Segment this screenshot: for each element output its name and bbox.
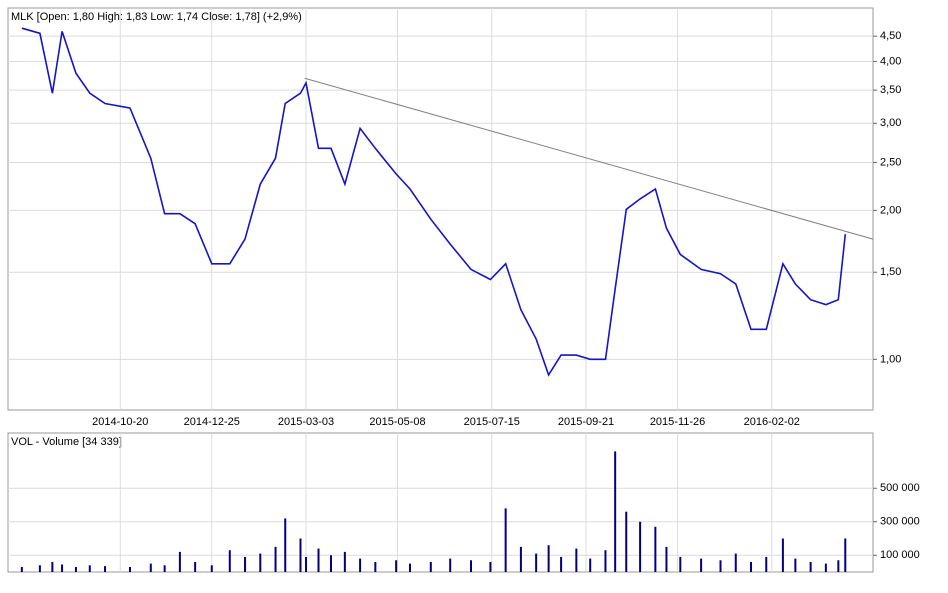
- volume-bar: [259, 553, 262, 572]
- trendline: [304, 77, 874, 240]
- volume-bar: [38, 565, 41, 572]
- x-tick-label: 2014-12-25: [184, 416, 240, 428]
- volume-bar: [449, 558, 452, 572]
- x-tick-label: 2015-05-08: [369, 416, 425, 428]
- volume-bar: [51, 561, 54, 572]
- volume-bar: [284, 518, 287, 572]
- volume-bar: [210, 565, 213, 572]
- volume-bar: [61, 564, 64, 572]
- volume-bar: [654, 526, 657, 572]
- volume-bar: [679, 556, 682, 572]
- y-tick-label: 4,50: [880, 30, 901, 42]
- volume-bar: [589, 558, 592, 572]
- volume-bar: [604, 550, 607, 572]
- x-tick-label: 2015-07-15: [464, 416, 520, 428]
- volume-bar: [750, 561, 753, 572]
- volume-bar: [74, 566, 77, 572]
- x-tick-label: 2015-11-26: [650, 416, 705, 428]
- volume-bar: [844, 538, 847, 572]
- y-tick-label: 2,00: [880, 204, 901, 216]
- volume-bar: [665, 546, 668, 572]
- volume-bar: [794, 558, 797, 572]
- volume-bar: [734, 553, 737, 572]
- volume-bar: [178, 551, 181, 572]
- volume-bar: [700, 558, 703, 572]
- y-tick-label: 4,00: [880, 55, 901, 67]
- volume-bar: [504, 508, 507, 572]
- y-tick-label: 3,00: [880, 117, 901, 129]
- volume-bar: [228, 550, 231, 572]
- volume-bar: [317, 548, 320, 572]
- volume-bar: [625, 511, 628, 572]
- volume-bar: [244, 556, 247, 572]
- volume-bar: [824, 563, 827, 572]
- volume-bar: [575, 548, 578, 572]
- y-tick-label: 3,50: [880, 84, 901, 96]
- volume-panel: [7, 432, 874, 573]
- volume-bar: [359, 558, 362, 572]
- price-title: MLK [Open: 1,80 High: 1,83 Low: 1,74 Clo…: [11, 11, 302, 23]
- y-tick-label: 100 000: [880, 549, 920, 561]
- x-tick-label: 2014-10-20: [92, 416, 148, 428]
- volume-title: VOL - Volume [34 339]: [11, 436, 122, 448]
- y-tick-label: 2,50: [880, 156, 901, 168]
- x-tick-label: 2015-09-21: [558, 416, 614, 428]
- volume-bar: [299, 538, 302, 572]
- volume-bar: [20, 566, 23, 572]
- volume-bar: [274, 546, 277, 572]
- volume-bar: [329, 555, 332, 572]
- volume-bar: [809, 561, 812, 572]
- y-tick-label: 500 000: [880, 482, 920, 494]
- volume-bar: [560, 556, 563, 572]
- volume-bar: [469, 560, 472, 572]
- volume-bar: [343, 551, 346, 572]
- volume-bar: [194, 561, 197, 572]
- volume-bar: [639, 521, 642, 572]
- y-tick-label: 1,50: [880, 266, 901, 278]
- volume-bar: [781, 538, 784, 572]
- volume-bar: [429, 561, 432, 572]
- volume-bar: [163, 565, 166, 572]
- x-tick-label: 2015-03-03: [278, 416, 334, 428]
- price-panel: [7, 7, 874, 411]
- volume-bar: [305, 556, 308, 572]
- volume-bar: [149, 563, 152, 572]
- volume-bar: [614, 451, 617, 572]
- volume-bar: [489, 561, 492, 572]
- volume-bar: [837, 560, 840, 572]
- price-line: [21, 27, 847, 377]
- volume-bar: [104, 566, 107, 572]
- volume-bar: [374, 561, 377, 572]
- volume-bar: [519, 546, 522, 572]
- volume-bar: [547, 545, 550, 572]
- volume-bar: [128, 566, 131, 572]
- volume-bar: [765, 556, 768, 572]
- volume-bar: [88, 565, 91, 572]
- volume-bar: [409, 563, 412, 572]
- x-tick-label: 2016-02-02: [744, 416, 800, 428]
- volume-bar: [719, 560, 722, 572]
- volume-bar: [535, 553, 538, 572]
- y-tick-label: 1,00: [880, 353, 901, 365]
- volume-bar: [395, 560, 398, 572]
- y-tick-label: 300 000: [880, 516, 920, 528]
